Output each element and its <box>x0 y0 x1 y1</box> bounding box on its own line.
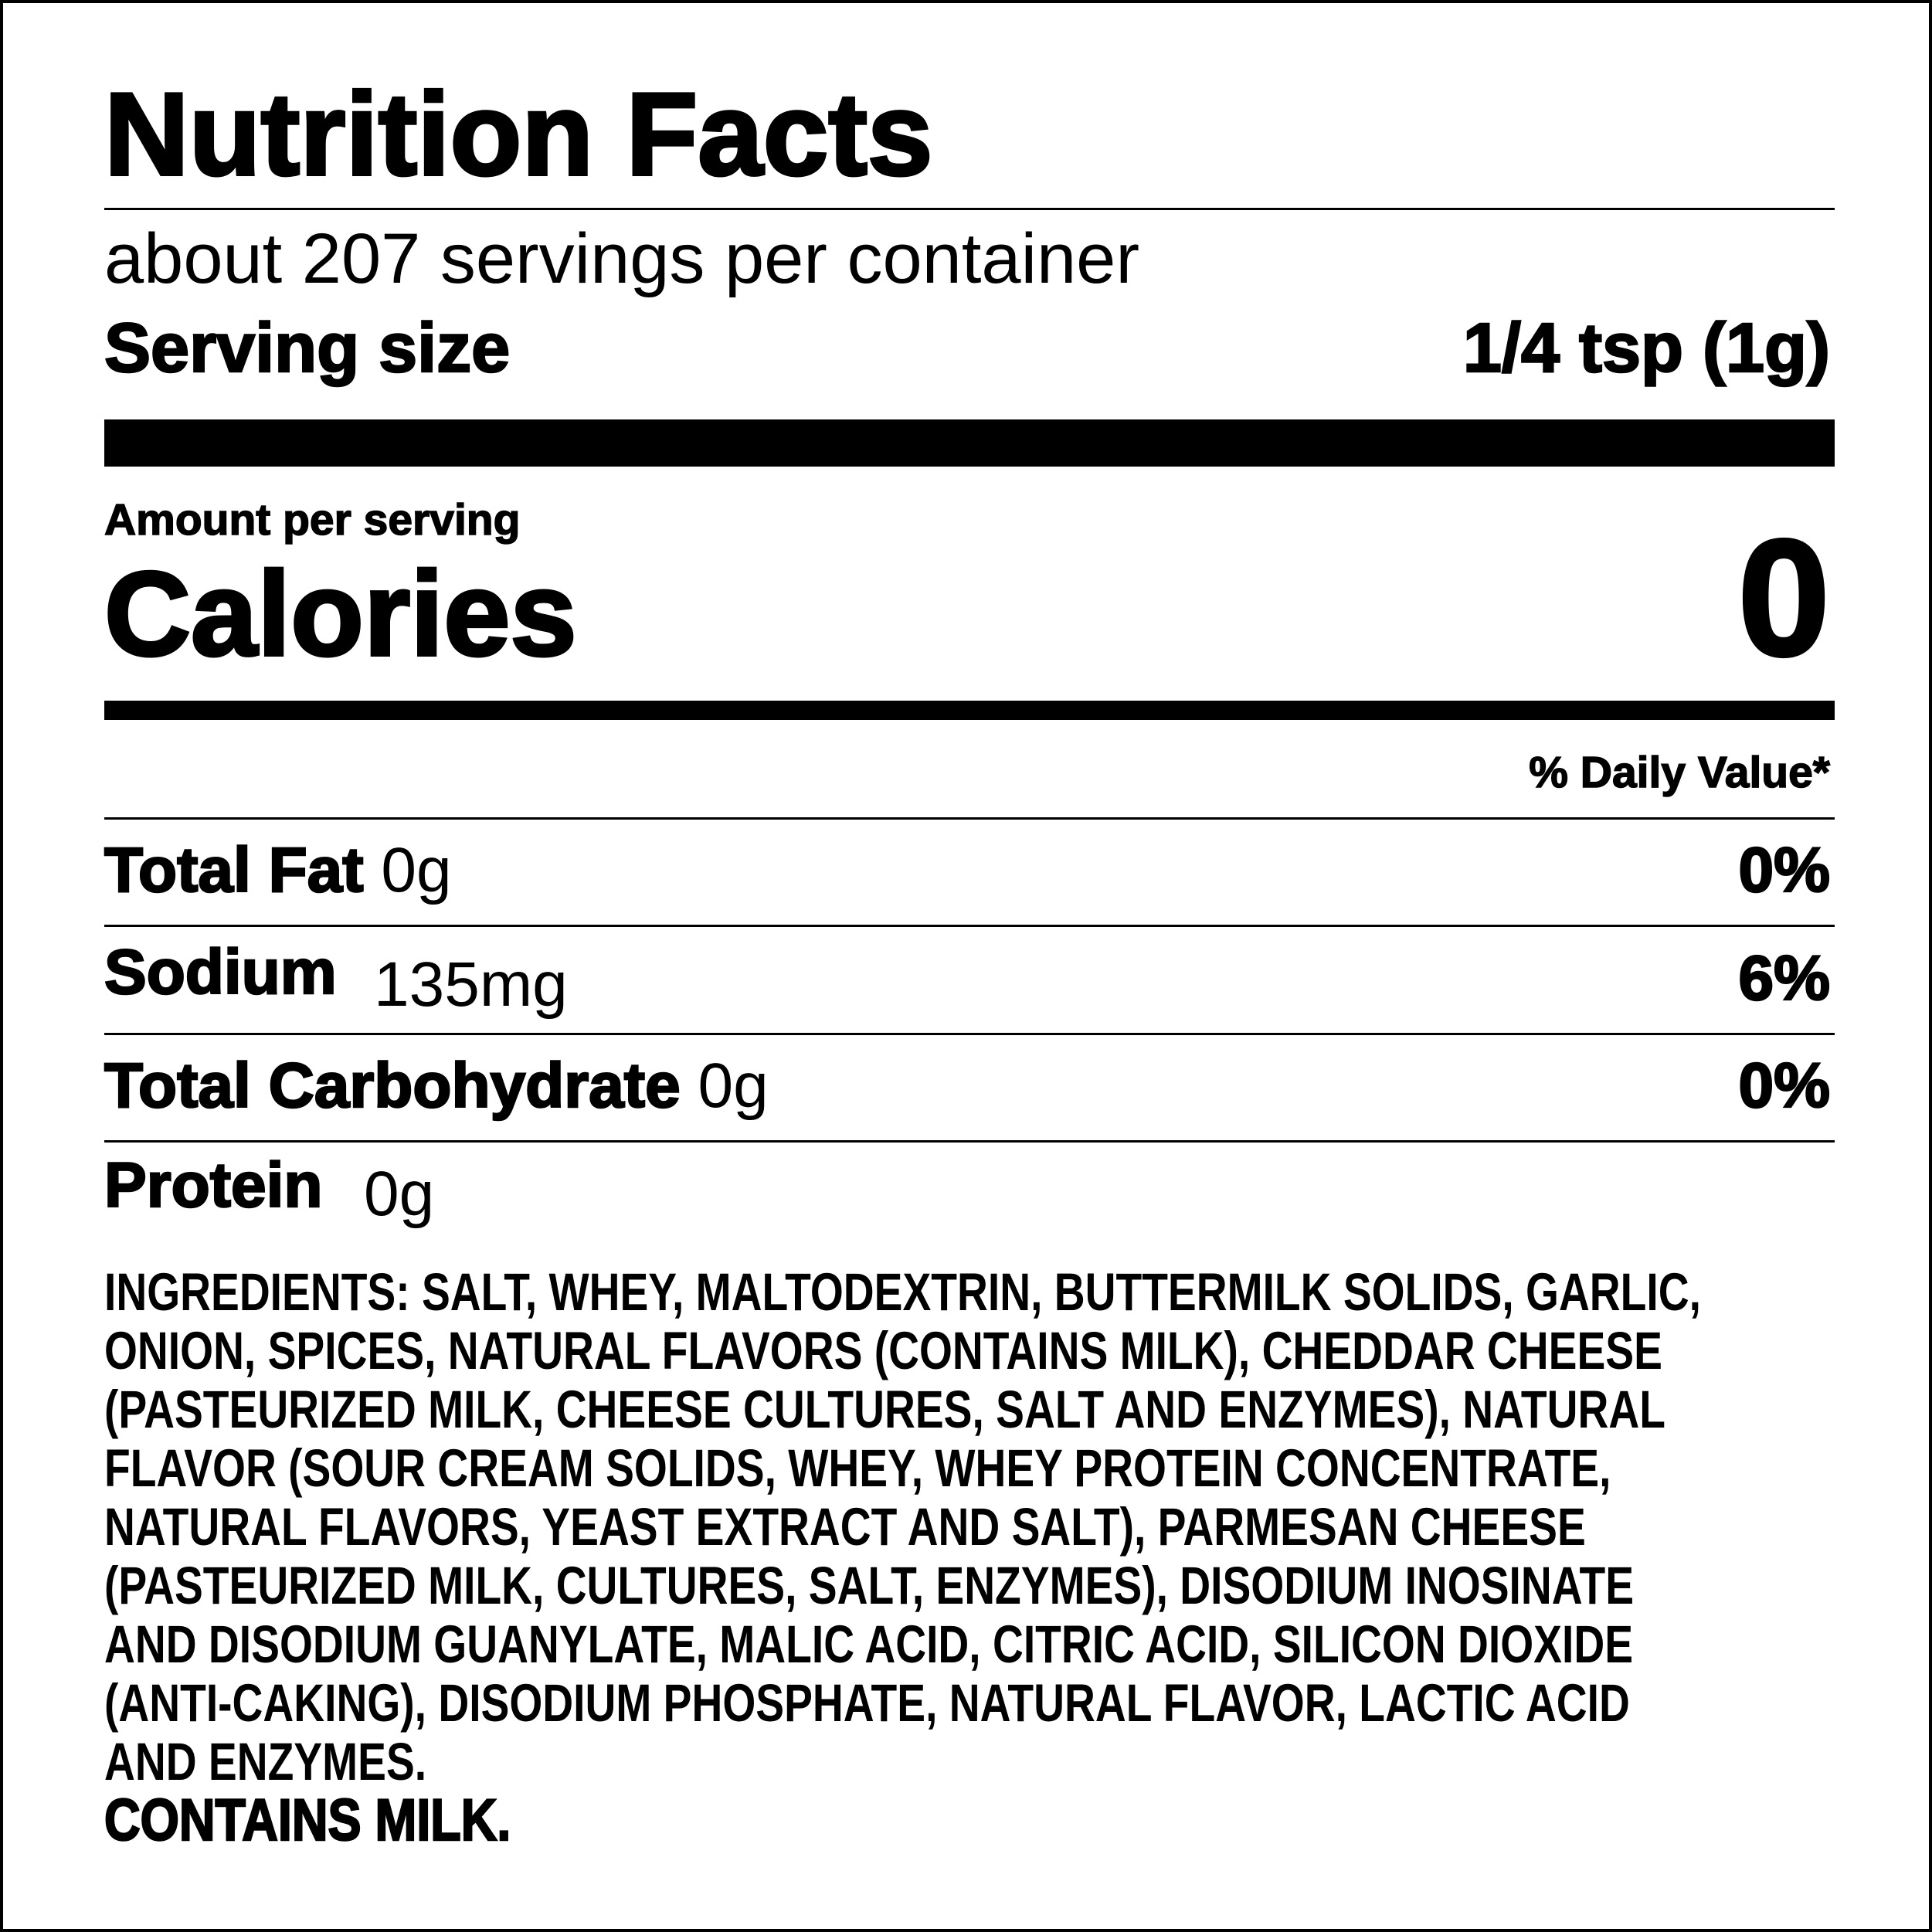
ingredients-line: FLAVOR (SOUR CREAM SOLIDS, WHEY, WHEY PR… <box>104 1438 1611 1498</box>
divider <box>104 925 1835 927</box>
ingredients-line: (PASTEURIZED MILK, CHEESE CULTURES, SALT… <box>104 1380 1665 1439</box>
ingredients-line: NATURAL FLAVORS, YEAST EXTRACT AND SALT)… <box>104 1497 1586 1557</box>
nutrient-dv: 0% <box>1737 835 1831 905</box>
divider <box>104 1140 1835 1143</box>
nutrient-amount: 0g <box>364 1159 435 1229</box>
ingredients-line: INGREDIENTS: SALT, WHEY, MALTODEXTRIN, B… <box>104 1262 1701 1322</box>
serving-size-label: Serving size <box>104 310 511 387</box>
ingredients-line: (ANTI-CAKING), DISODIUM PHOSPHATE, NATUR… <box>104 1673 1630 1733</box>
divider <box>104 1033 1835 1035</box>
serving-size-value: 1/4 tsp (1g) <box>1462 310 1832 387</box>
label-title: Nutrition Facts <box>103 69 934 200</box>
nutrient-dv: 0% <box>1737 1051 1831 1121</box>
daily-value-header: % Daily Value* <box>1529 748 1831 797</box>
nutrient-amount: 0g <box>381 835 452 905</box>
ingredients-line: AND ENZYMES. <box>104 1732 427 1791</box>
divider <box>104 208 1835 210</box>
nutrient-amount: 0g <box>698 1051 769 1121</box>
nutrient-name: Total Fat <box>104 835 365 905</box>
thick-divider <box>104 419 1835 467</box>
nutrient-row-total-fat: Total Fat 0g <box>104 837 452 903</box>
ingredients-list: INGREDIENTS: SALT, WHEY, MALTODEXTRIN, B… <box>104 1263 1701 1791</box>
nutrient-name: Protein <box>104 1150 324 1221</box>
nutrient-dv: 6% <box>1737 943 1831 1014</box>
ingredients-line: ONION, SPICES, NATURAL FLAVORS (CONTAINS… <box>104 1321 1662 1380</box>
nutrient-amount: 135mg <box>374 949 568 1020</box>
ingredients-line: (PASTEURIZED MILK, CULTURES, SALT, ENZYM… <box>104 1556 1635 1615</box>
ingredients-line: AND DISODIUM GUANYLATE, MALIC ACID, CITR… <box>104 1615 1634 1674</box>
allergen-statement: CONTAINS MILK. <box>104 1788 511 1853</box>
nutrient-name: Sodium <box>104 937 338 1007</box>
nutrient-name: Total Carbohydrate <box>104 1051 681 1121</box>
divider <box>104 817 1835 820</box>
medium-divider <box>104 701 1835 720</box>
nutrient-row-total-carbohydrate: Total Carbohydrate 0g <box>104 1051 769 1121</box>
servings-per-container: about 207 servings per container <box>104 219 1139 298</box>
calories-value: 0 <box>1736 504 1832 691</box>
calories-label: Calories <box>103 547 579 681</box>
amount-per-serving: Amount per serving <box>104 495 521 545</box>
